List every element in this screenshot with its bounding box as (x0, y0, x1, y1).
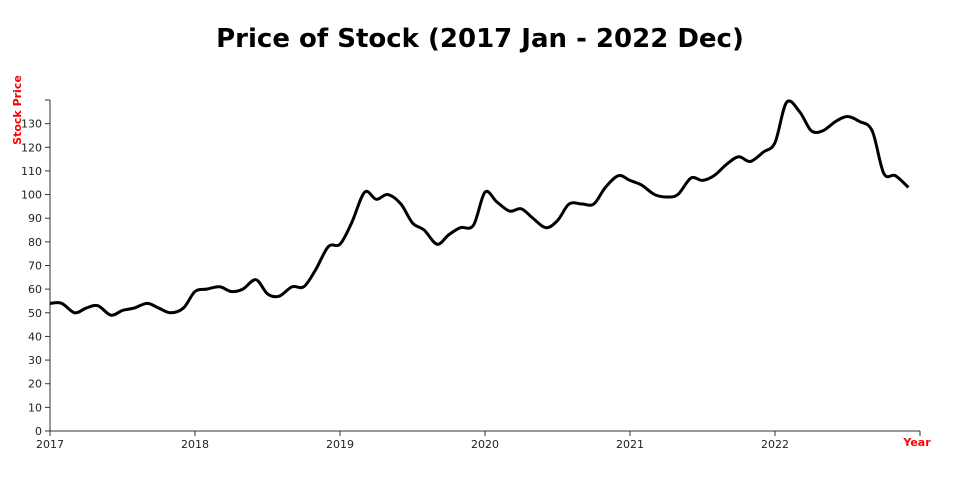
x-tick-label: 2017 (36, 438, 64, 451)
chart-title: Price of Stock (2017 Jan - 2022 Dec) (216, 24, 744, 54)
x-tick-label: 2020 (471, 438, 499, 451)
y-tick-label: 100 (21, 189, 42, 202)
series-group (49, 99, 910, 317)
y-tick-label: 130 (21, 118, 42, 131)
y-tick-label: 110 (21, 165, 42, 178)
y-tick-label: 20 (28, 378, 42, 391)
x-axis-title: Year (902, 436, 931, 449)
y-tick-label: 10 (28, 401, 42, 414)
y-tick-label: 30 (28, 354, 42, 367)
y-tick-label: 40 (28, 330, 42, 343)
y-axis-title: Stock Price (11, 75, 24, 145)
series-line (49, 99, 910, 317)
x-tick-label: 2019 (326, 438, 354, 451)
x-tick-label: 2018 (181, 438, 209, 451)
y-tick-label: 120 (21, 141, 42, 154)
y-tick-label: 50 (28, 307, 42, 320)
y-tick-label: 70 (28, 260, 42, 273)
y-tick-label: 60 (28, 283, 42, 296)
y-tick-label: 0 (35, 425, 42, 438)
x-tick-label: 2022 (761, 438, 789, 451)
axes: 0 10 20 30 40 50 60 70 80 90 100 110 120 130 2017 2018 2… (21, 99, 921, 451)
y-tick-label: 80 (28, 236, 42, 249)
x-tick-label: 2021 (616, 438, 644, 451)
y-tick-label: 90 (28, 212, 42, 225)
